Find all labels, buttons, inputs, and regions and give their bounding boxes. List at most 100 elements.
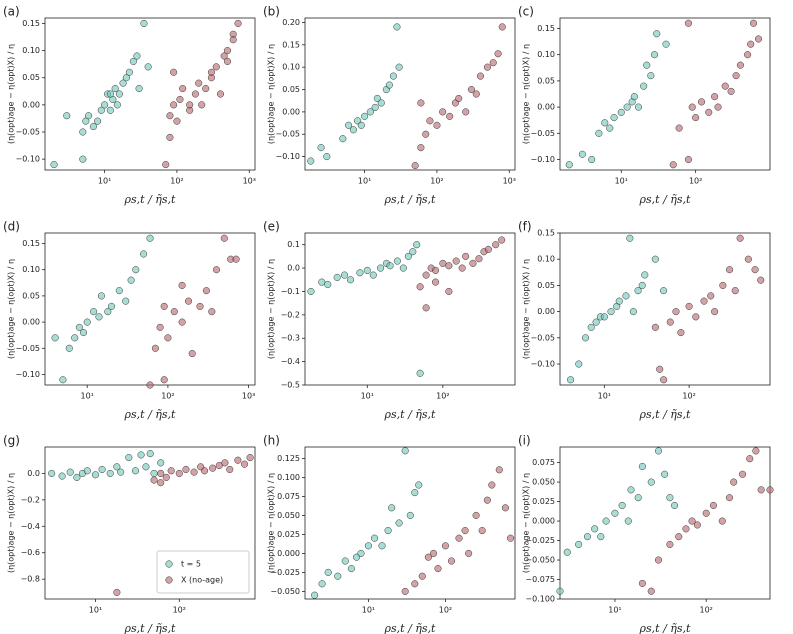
panel: (c) −0.10 −0.05 0.00 0.05 0.10 0.15 10¹ 10² ρs,t … xyxy=(518,5,771,206)
y-tick-label: 0.20 xyxy=(282,18,300,27)
x-tick-label: 10¹ xyxy=(608,606,621,615)
x-axis-label: ρs,t / η̃s,t xyxy=(639,408,691,421)
data-point xyxy=(144,63,152,71)
data-point xyxy=(170,101,178,109)
data-point xyxy=(654,447,663,455)
data-point xyxy=(475,255,483,263)
data-point xyxy=(401,447,409,455)
data-point xyxy=(160,376,168,384)
data-point xyxy=(483,496,491,504)
data-point xyxy=(140,19,148,27)
data-point xyxy=(417,144,425,152)
y-tick-label: 0.100 xyxy=(277,473,300,482)
panel: (e) −0.5 −0.4 −0.3 −0.2 −0.1 0.0 0.1 10¹ 10²ρs,t … xyxy=(263,220,516,421)
y-tick-label: 0.00 xyxy=(22,318,40,327)
data-point xyxy=(697,98,706,106)
data-point xyxy=(157,459,165,467)
data-point xyxy=(363,266,371,274)
y-tick-label: 0.10 xyxy=(537,50,555,59)
y-axis-label: (η(opt)age − η(opt)X) / η xyxy=(522,259,531,359)
data-point xyxy=(718,517,726,525)
data-point xyxy=(431,278,440,286)
data-point xyxy=(651,323,659,331)
data-point xyxy=(132,266,140,274)
data-point xyxy=(615,297,623,305)
data-point xyxy=(370,534,379,542)
data-point xyxy=(462,252,470,260)
data-point xyxy=(578,150,586,158)
data-point xyxy=(422,130,430,138)
data-point xyxy=(709,501,717,510)
data-point xyxy=(66,468,74,476)
data-point xyxy=(494,50,502,58)
y-axis-label: (η(opt)age − η(opt)X) / η xyxy=(267,44,276,144)
data-point xyxy=(409,248,417,256)
y-tick-label: 0.05 xyxy=(22,291,40,300)
data-point xyxy=(638,579,646,587)
data-point xyxy=(684,155,692,164)
data-point xyxy=(104,308,112,316)
data-point xyxy=(647,478,655,486)
legend-label: t = 5 xyxy=(181,560,201,569)
data-point xyxy=(324,280,332,288)
x-tick-label: 10² xyxy=(173,606,186,615)
data-point xyxy=(388,504,396,512)
x-tick-label: 10³ xyxy=(503,177,516,186)
data-point xyxy=(151,344,159,352)
y-tick-label: 0.10 xyxy=(537,255,555,264)
data-point xyxy=(179,85,187,93)
data-point xyxy=(340,271,349,279)
y-tick-label: −0.05 xyxy=(530,129,555,138)
data-point xyxy=(563,548,571,556)
data-point xyxy=(597,533,605,541)
data-point xyxy=(156,323,164,331)
data-point xyxy=(721,82,729,90)
data-point xyxy=(234,19,242,27)
data-point xyxy=(317,144,325,152)
x-axis-label: ρs,t / η̃s,t xyxy=(384,193,436,206)
data-point xyxy=(404,252,412,260)
data-point xyxy=(125,68,133,76)
legend-marker xyxy=(165,576,173,584)
data-point xyxy=(411,161,419,170)
data-point xyxy=(59,376,67,384)
panel: (f) −0.10 −0.05 0.00 0.05 0.10 0.15 10¹ 10² ρs,t … xyxy=(518,220,771,421)
data-point xyxy=(751,266,759,274)
y-tick-label: −0.05 xyxy=(15,128,40,137)
data-point xyxy=(178,318,186,326)
data-point xyxy=(707,292,715,300)
data-point xyxy=(369,271,377,279)
data-point xyxy=(634,287,642,295)
y-tick-label: 0.00 xyxy=(22,100,40,109)
data-point xyxy=(666,494,674,502)
y-tick-label: −0.05 xyxy=(530,333,555,342)
data-point xyxy=(469,259,477,267)
y-tick-label: −0.025 xyxy=(270,568,300,577)
data-point xyxy=(373,94,381,103)
data-point xyxy=(162,473,170,481)
data-point xyxy=(624,517,632,525)
data-point xyxy=(115,90,123,98)
y-tick-label: 0.125 xyxy=(277,454,300,463)
y-tick-label: −0.4 xyxy=(281,357,300,366)
y-tick-label: 0.025 xyxy=(532,497,555,506)
x-tick-label: 10¹ xyxy=(362,606,375,615)
data-point xyxy=(422,304,430,312)
y-axis-label: (η(opt)age − η(opt)X) / η xyxy=(7,44,16,144)
data-point xyxy=(727,87,735,95)
data-point xyxy=(175,469,183,477)
data-point xyxy=(434,565,442,573)
panel: (d) −0.10 −0.05 0.00 0.05 0.10 0.15 10¹ 10² 10³ ρs… xyxy=(3,220,256,421)
y-tick-label: 0.15 xyxy=(537,24,555,33)
data-point xyxy=(395,63,403,71)
data-point xyxy=(191,90,199,98)
data-point xyxy=(411,580,419,588)
data-point xyxy=(688,103,696,111)
data-point xyxy=(424,553,432,561)
data-point xyxy=(757,276,765,284)
y-tick-label: −0.050 xyxy=(270,587,300,596)
data-point xyxy=(693,521,701,529)
axes-frame xyxy=(559,232,771,386)
data-point xyxy=(150,476,158,484)
y-tick-label: 0.0 xyxy=(287,264,300,273)
